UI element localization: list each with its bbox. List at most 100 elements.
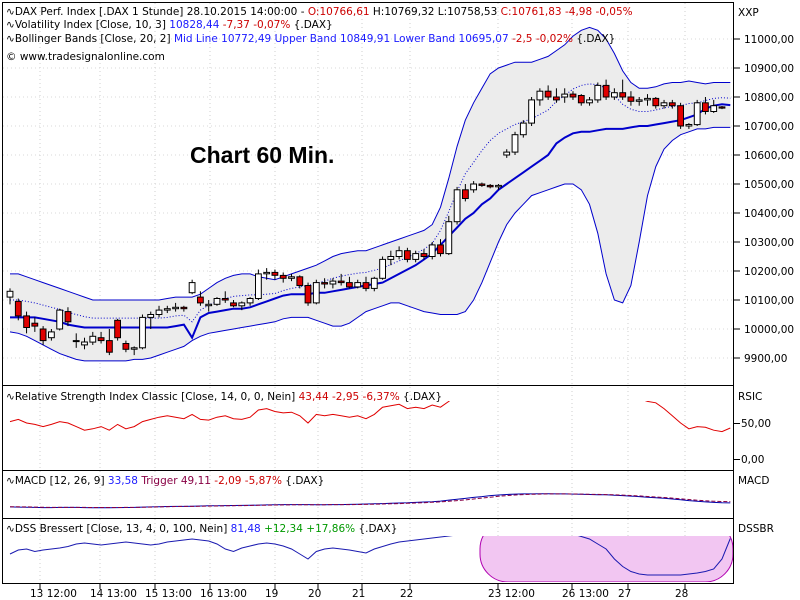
candle — [6, 290, 14, 298]
candle — [594, 84, 602, 101]
candle — [48, 331, 55, 339]
candle — [495, 184, 502, 188]
candle — [81, 341, 88, 346]
y-tick-label: 10300,00 — [744, 237, 794, 249]
candle — [561, 93, 569, 98]
rsi-name: Relative Strength Index Classic [Close, … — [15, 391, 295, 403]
legend-vol-change-pct: -0,07% — [253, 19, 290, 31]
x-tick-label: 20 — [308, 588, 321, 600]
dss-change: +12,34 — [264, 523, 303, 535]
x-tick-label: 21 — [352, 588, 365, 600]
legend-line3-icon: ∿ — [6, 33, 15, 45]
candle — [428, 244, 436, 257]
candle — [329, 280, 337, 285]
rsi-change: -2,95 — [332, 391, 359, 403]
candle — [577, 95, 585, 104]
rsi-change-pct: -6,37% — [363, 391, 400, 403]
candle — [139, 316, 146, 349]
candle — [97, 337, 105, 342]
candle — [370, 277, 378, 289]
rsi-tick-0: 0,00 — [741, 454, 764, 466]
legend-vol-value: 10828,44 — [169, 19, 219, 31]
candle — [718, 106, 726, 109]
x-tick-label: 28 — [675, 588, 688, 600]
x-tick-label: 14 13:00 — [90, 588, 137, 600]
copyright-text: © www.tradesignalonline.com — [6, 51, 165, 63]
candle — [64, 311, 72, 323]
rsi-legend-icon: ∿ — [6, 391, 15, 403]
main-header: ∿DAX Perf. Index [.DAX 1 Stunde] 28.10.2… — [6, 6, 633, 63]
candle — [602, 84, 610, 98]
candle — [553, 96, 560, 101]
dss-line — [9, 536, 731, 576]
candle — [387, 256, 395, 260]
candle — [14, 300, 22, 317]
candle — [23, 315, 31, 328]
candle — [362, 282, 370, 289]
legend-bb-change-pct: -0,02% — [536, 33, 573, 45]
legend-high: H:10769,32 — [373, 6, 435, 18]
candle — [213, 298, 221, 305]
candle — [685, 124, 693, 127]
candle — [263, 271, 271, 275]
candle — [453, 189, 461, 223]
x-tick-label: 22 — [400, 588, 413, 600]
legend-vol-symbol: {.DAX} — [294, 19, 333, 31]
legend-bb-symbol: {.DAX} — [576, 33, 615, 45]
mid-line — [10, 103, 731, 340]
candle — [503, 151, 511, 156]
dss-change-pct: +17,86% — [306, 523, 355, 535]
candle — [346, 282, 353, 288]
candle — [246, 298, 254, 304]
candle — [130, 347, 138, 350]
legend-change: -4,98 — [565, 6, 592, 18]
x-tick-label: 19 — [265, 588, 278, 600]
y-tick-label: 10200,00 — [744, 266, 794, 278]
candle — [652, 97, 660, 107]
y-tick-label: 11000,00 — [744, 34, 794, 46]
y-tick-label: 10900,00 — [744, 63, 794, 75]
legend-lower: Lower Band 10695,07 — [393, 33, 508, 45]
candle — [710, 105, 718, 112]
header-line3: ∿Bollinger Bands [Close, 20, 2] Mid Line… — [6, 33, 615, 45]
candle — [668, 102, 676, 107]
candle — [404, 250, 411, 260]
candle — [486, 184, 494, 188]
candle — [379, 258, 387, 279]
candle — [635, 99, 643, 102]
candles-group — [6, 79, 726, 356]
dss-legend-icon: ∿ — [6, 523, 15, 535]
legend-low: L:10758,53 — [438, 6, 498, 18]
dss-name: DSS Bressert [Close, 13, 4, 0, 100, Nein… — [15, 523, 228, 535]
bollinger-band-fill — [10, 27, 731, 361]
candle — [437, 244, 444, 255]
rsi-symbol: {.DAX} — [403, 391, 442, 403]
candle — [238, 302, 246, 307]
legend-line1-icon: ∿ — [6, 6, 15, 18]
candle — [395, 250, 403, 257]
candle — [528, 99, 536, 124]
legend-line2-name: Volatility Index [Close, 10, 3] — [15, 19, 166, 31]
candle — [420, 253, 428, 258]
dss-highlight-zone — [479, 536, 733, 582]
x-tick-label: 16 13:00 — [200, 588, 247, 600]
dss-symbol: {.DAX} — [358, 523, 397, 535]
candle — [519, 122, 527, 136]
macd-trigger: Trigger 49,11 — [140, 475, 211, 487]
legend-close: C:10761,83 — [501, 6, 562, 18]
candle — [147, 314, 155, 318]
candle — [660, 102, 668, 107]
candle — [221, 298, 229, 301]
rsi-tick-50: 50,00 — [741, 418, 771, 430]
candle — [644, 97, 651, 101]
candle — [205, 303, 213, 307]
y-tick-label: 10400,00 — [744, 208, 794, 220]
rsi-line — [9, 401, 731, 433]
candle — [544, 90, 552, 98]
candle — [569, 93, 577, 98]
x-tick-label: 23 12:00 — [488, 588, 535, 600]
candle — [72, 340, 80, 343]
candle — [511, 134, 519, 153]
macd-name: MACD [12, 26, 9] — [15, 475, 105, 487]
